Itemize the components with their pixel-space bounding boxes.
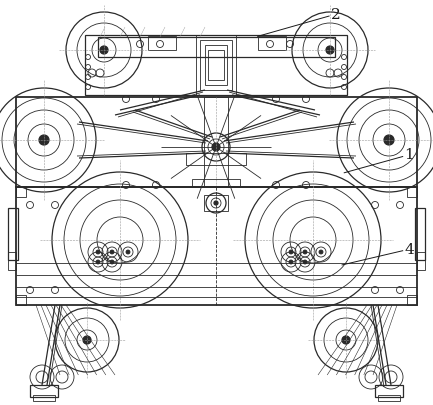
Text: 1: 1 <box>404 148 414 162</box>
Circle shape <box>100 47 108 55</box>
Bar <box>192 179 240 188</box>
Bar <box>16 98 417 188</box>
Bar <box>407 295 417 305</box>
Bar <box>16 295 26 305</box>
Bar <box>378 395 400 401</box>
Bar <box>415 209 425 260</box>
Bar <box>148 37 176 51</box>
Bar <box>200 41 232 91</box>
Circle shape <box>319 250 323 254</box>
Text: 2: 2 <box>331 9 340 22</box>
Circle shape <box>83 336 91 344</box>
Circle shape <box>96 250 100 254</box>
Circle shape <box>326 47 334 55</box>
Circle shape <box>303 250 307 254</box>
Bar <box>258 37 286 51</box>
Bar <box>8 209 18 260</box>
Bar <box>16 188 417 305</box>
Circle shape <box>214 202 218 205</box>
Circle shape <box>126 250 130 254</box>
Bar <box>204 98 228 188</box>
Circle shape <box>289 250 293 254</box>
Circle shape <box>212 144 220 151</box>
Circle shape <box>110 260 114 264</box>
Bar <box>16 188 26 198</box>
Bar <box>30 385 58 397</box>
Bar <box>196 36 236 96</box>
Bar <box>407 188 417 198</box>
Text: 4: 4 <box>404 242 414 256</box>
Bar <box>85 36 347 96</box>
Bar <box>33 395 55 401</box>
Circle shape <box>303 260 307 264</box>
Circle shape <box>384 136 394 146</box>
Bar <box>205 46 227 86</box>
Bar <box>208 51 224 81</box>
Circle shape <box>96 260 100 264</box>
Circle shape <box>342 336 350 344</box>
Circle shape <box>110 250 114 254</box>
Bar <box>186 153 246 166</box>
Circle shape <box>39 136 49 146</box>
Bar <box>98 38 335 58</box>
Bar <box>417 252 425 270</box>
Bar <box>375 385 403 397</box>
Circle shape <box>289 260 293 264</box>
Bar <box>204 196 228 211</box>
Bar <box>8 252 16 270</box>
